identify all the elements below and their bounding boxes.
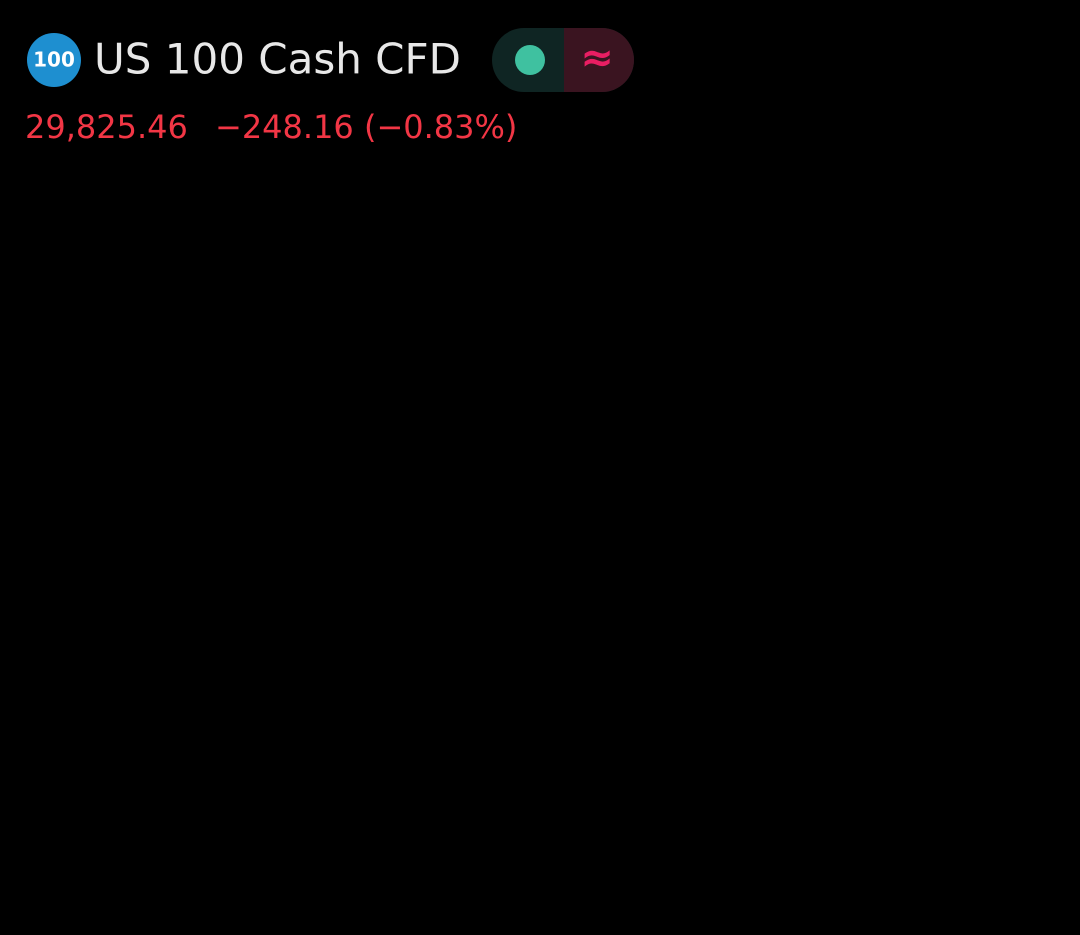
indicator-toggle[interactable]: ≈	[580, 35, 614, 81]
symbol-badge	[27, 33, 81, 87]
chart-title: US 100 Cash CFD	[94, 35, 461, 84]
status-dot	[515, 45, 545, 75]
last-price: 29,825.46	[25, 108, 188, 146]
symbol-badge-text: 100	[33, 48, 75, 72]
price-change: −248.16 (−0.83%)	[215, 108, 517, 146]
toggle-right	[564, 28, 634, 92]
